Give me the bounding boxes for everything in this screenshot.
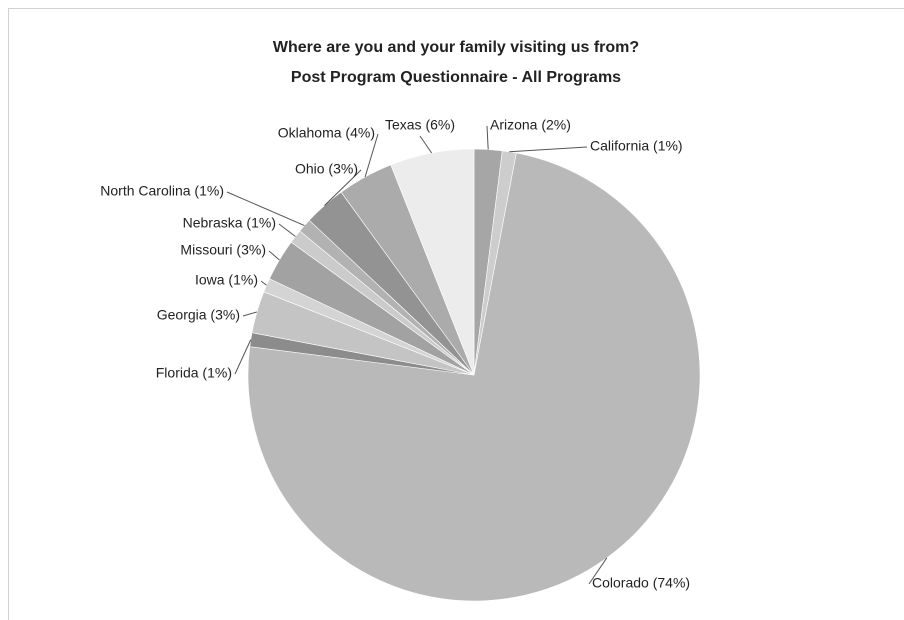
leader-line — [588, 557, 608, 585]
chart-frame — [8, 8, 904, 620]
slice-label: Florida (1%) — [156, 365, 232, 381]
slice-label: Arizona (2%) — [490, 117, 571, 133]
leader-line — [268, 250, 280, 261]
leader-line — [278, 223, 296, 237]
slice-label: California (1%) — [590, 138, 683, 154]
leader-line — [242, 311, 258, 317]
leader-line — [260, 280, 267, 286]
slice-label: Georgia (3%) — [157, 307, 240, 323]
leader-line — [509, 146, 588, 153]
chart-subtitle: Post Program Questionnaire - All Program… — [291, 69, 621, 86]
slice-label: Iowa (1%) — [195, 272, 258, 288]
slice-label: Missouri (3%) — [180, 242, 266, 258]
leader-line — [486, 125, 489, 150]
pie-slice — [247, 152, 701, 602]
slice-label: Ohio (3%) — [295, 161, 358, 177]
slice-label: Nebraska (1%) — [183, 215, 276, 231]
slice-label: Oklahoma (4%) — [278, 125, 375, 141]
chart-title: Where are you and your family visiting u… — [273, 39, 639, 56]
slice-label: Texas (6%) — [385, 117, 455, 133]
slice-label: North Carolina (1%) — [100, 183, 224, 199]
leader-line — [419, 135, 433, 154]
pie-slice — [390, 148, 475, 376]
slice-label: Colorado (74%) — [592, 575, 690, 591]
leader-line — [364, 133, 379, 178]
leader-line — [324, 169, 362, 206]
leader-line — [234, 339, 252, 375]
leader-line — [226, 191, 305, 227]
